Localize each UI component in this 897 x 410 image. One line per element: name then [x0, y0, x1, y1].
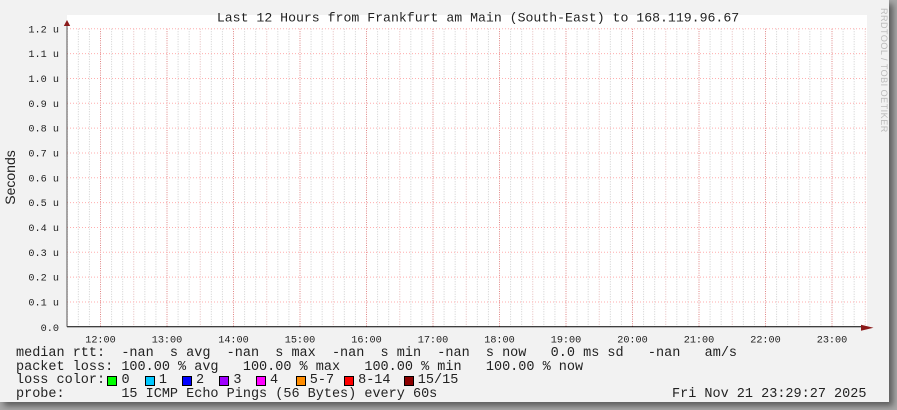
svg-text:0.9 u: 0.9 u — [28, 100, 59, 111]
svg-text:18:00: 18:00 — [484, 335, 515, 346]
svg-text:0.0: 0.0 — [41, 324, 59, 335]
svg-text:Last 12 Hours from Frankfurt a: Last 12 Hours from Frankfurt am Main (So… — [217, 11, 739, 26]
svg-text:0.7 u: 0.7 u — [28, 150, 59, 161]
svg-text:12:00: 12:00 — [85, 335, 116, 346]
svg-text:21:00: 21:00 — [684, 335, 715, 346]
svg-text:0.5 u: 0.5 u — [28, 199, 59, 210]
svg-text:17:00: 17:00 — [418, 335, 449, 346]
svg-text:1.2 u: 1.2 u — [28, 25, 59, 36]
svg-text:23:00: 23:00 — [817, 335, 848, 346]
svg-text:0.8 u: 0.8 u — [28, 125, 59, 136]
svg-text:1.1 u: 1.1 u — [28, 50, 59, 61]
svg-text:16:00: 16:00 — [351, 335, 382, 346]
svg-text:0.3 u: 0.3 u — [28, 249, 59, 260]
svg-text:0.2 u: 0.2 u — [28, 274, 59, 285]
svg-text:15:00: 15:00 — [285, 335, 316, 346]
svg-text:Seconds: Seconds — [2, 150, 18, 204]
svg-text:0.6 u: 0.6 u — [28, 174, 59, 185]
svg-text:19:00: 19:00 — [551, 335, 582, 346]
svg-text:0.1 u: 0.1 u — [28, 299, 59, 310]
svg-text:22:00: 22:00 — [750, 335, 781, 346]
svg-text:14:00: 14:00 — [218, 335, 249, 346]
svg-text:13:00: 13:00 — [152, 335, 183, 346]
svg-text:1.0 u: 1.0 u — [28, 75, 59, 86]
svg-text:0.4 u: 0.4 u — [28, 224, 59, 235]
svg-text:20:00: 20:00 — [617, 335, 648, 346]
